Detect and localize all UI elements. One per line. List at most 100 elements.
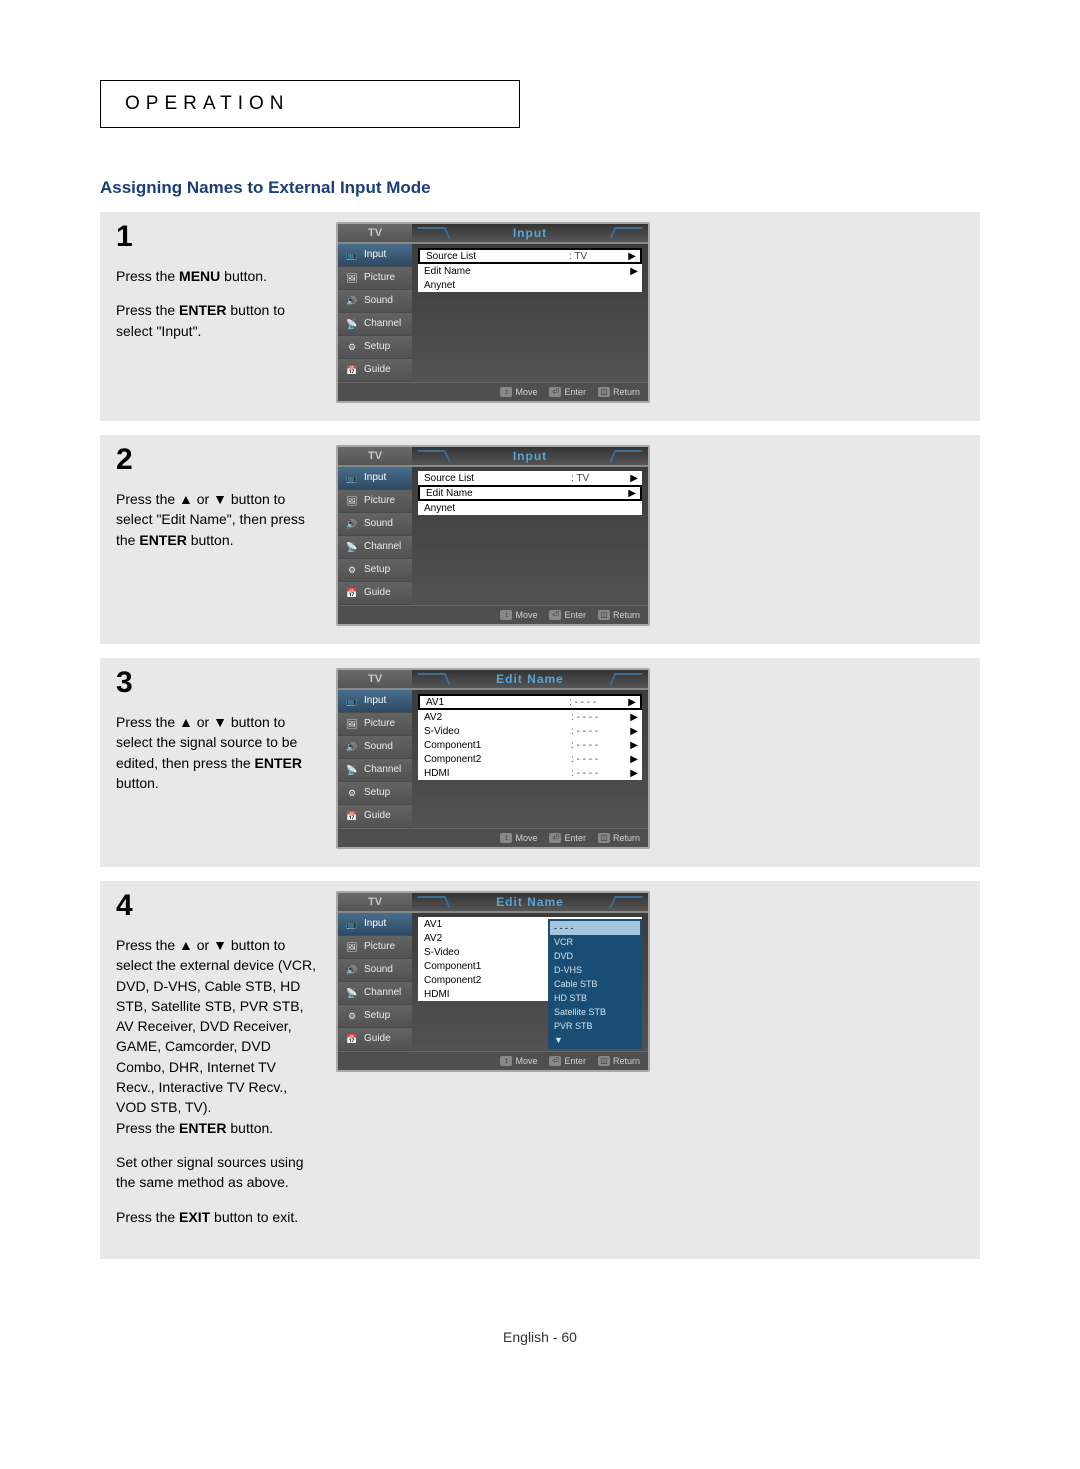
footbar-icon: ◫ [598, 387, 610, 397]
tv-sidebar: 📺Input 🖼Picture 🔊Sound 📡Channel ⚙Setup 📅… [338, 244, 412, 382]
popup-option: Cable STB [550, 977, 640, 991]
footbar-icon: ⏎ [549, 833, 561, 843]
sidebar-item-sound: 🔊Sound [338, 959, 412, 982]
step-block: 1 Press the MENU button.Press the ENTER … [100, 212, 980, 421]
device-popup: - - - -VCRDVDD-VHSCable STBHD STBSatelli… [548, 919, 642, 1049]
tv-osd-screenshot: TV Input 📺Input 🖼Picture 🔊Sound 📡Channel… [336, 222, 650, 403]
step-left: 3 Press the ▲ or ▼ button to select the … [116, 668, 316, 849]
sidebar-item-setup: ⚙Setup [338, 782, 412, 805]
manual-page: OPERATION Assigning Names to External In… [0, 0, 1080, 1385]
step-text: Press the ENTER button to select "Input"… [116, 300, 316, 341]
footbar-icon: ↕ [500, 1056, 512, 1066]
sidebar-item-channel: 📡Channel [338, 313, 412, 336]
footbar-icon: ◫ [598, 1056, 610, 1066]
footbar-icon: ↕ [500, 833, 512, 843]
tv-footbar: ↕Move ⏎Enter ◫Return [338, 605, 648, 624]
sidebar-item-picture: 🖼Picture [338, 267, 412, 290]
operation-header-box: OPERATION [100, 80, 520, 128]
tv-main-pane: Source List: TV▶Edit Name▶Anynet [412, 467, 648, 605]
footbar-icon: ↕ [500, 610, 512, 620]
sidebar-icon: 📺 [344, 247, 360, 263]
tv-footbar: ↕Move⏎Enter◫Return [338, 1051, 648, 1070]
menu-row: S-Video: - - - -▶ [418, 724, 642, 738]
popup-option: Satellite STB [550, 1005, 640, 1019]
sidebar-icon: 📅 [344, 362, 360, 378]
sidebar-item-sound: 🔊Sound [338, 290, 412, 313]
popup-option: - - - - [550, 921, 640, 935]
step-number: 4 [116, 891, 316, 921]
steps-container: 1 Press the MENU button.Press the ENTER … [100, 212, 980, 1259]
tv-menu-title: Input [412, 447, 648, 465]
sidebar-item-input: 📺Input [338, 913, 412, 936]
footbar-item: ↕Move [500, 833, 537, 843]
sidebar-item-input: 📺Input [338, 690, 412, 713]
step-text: Press the EXIT button to exit. [116, 1207, 316, 1227]
sidebar-icon: 📡 [344, 762, 360, 778]
sidebar-icon: 📅 [344, 808, 360, 824]
step-text: Press the ▲ or ▼ button to select "Edit … [116, 489, 316, 550]
sidebar-icon: 📅 [344, 1031, 360, 1047]
sidebar-item-setup: ⚙Setup [338, 1005, 412, 1028]
sidebar-icon: ⚙ [344, 562, 360, 578]
tv-osd-screenshot: TV Input 📺Input 🖼Picture 🔊Sound 📡Channel… [336, 445, 650, 626]
step-number: 1 [116, 222, 316, 252]
sidebar-item-sound: 🔊Sound [338, 513, 412, 536]
step-text: Set other signal sources using the same … [116, 1152, 316, 1193]
tv-menu-title: Edit Name [412, 893, 648, 911]
menu-list: Source List: TV▶Edit Name▶Anynet [418, 248, 642, 292]
sidebar-icon: ⚙ [344, 785, 360, 801]
menu-row-selected: Edit Name▶ [418, 485, 642, 501]
step-right: TV Edit Name 📺Input 🖼Picture 🔊Sound 📡Cha… [336, 891, 650, 1241]
menu-list: AV1: - - - -▶AV2: - - - -▶S-Video: - - -… [418, 694, 642, 780]
sidebar-icon: 📺 [344, 693, 360, 709]
tv-sidebar: 📺Input 🖼Picture 🔊Sound 📡Channel ⚙Setup 📅… [338, 467, 412, 605]
footbar-item: ◫Return [598, 1056, 640, 1066]
footbar-icon: ⏎ [549, 387, 561, 397]
sidebar-icon: ⚙ [344, 339, 360, 355]
tv-osd-screenshot: TV Edit Name 📺Input 🖼Picture 🔊Sound 📡Cha… [336, 891, 650, 1072]
tv-main-pane: AV1:AV2:S-Video:Component1:Component2:HD… [412, 913, 648, 1051]
footbar-item: ◫Return [598, 610, 640, 620]
footbar-item: ⏎Enter [549, 387, 586, 397]
step-block: 4 Press the ▲ or ▼ button to select the … [100, 881, 980, 1259]
menu-row: Source List: TV▶ [418, 471, 642, 485]
menu-list: Source List: TV▶Edit Name▶Anynet [418, 471, 642, 515]
sidebar-item-input: 📺Input [338, 244, 412, 267]
footbar-item: ⏎Enter [549, 610, 586, 620]
footbar-item: ↕Move [500, 610, 537, 620]
sidebar-icon: 📡 [344, 539, 360, 555]
footbar-item: ◫Return [598, 387, 640, 397]
sidebar-item-picture: 🖼Picture [338, 936, 412, 959]
menu-row: Anynet [418, 278, 642, 292]
footbar-icon: ◫ [598, 610, 610, 620]
menu-row-selected: Source List: TV▶ [418, 248, 642, 264]
sidebar-item-setup: ⚙Setup [338, 559, 412, 582]
step-left: 4 Press the ▲ or ▼ button to select the … [116, 891, 316, 1241]
operation-header: OPERATION [125, 93, 290, 114]
sidebar-item-sound: 🔊Sound [338, 736, 412, 759]
footbar-icon: ◫ [598, 833, 610, 843]
sidebar-icon: 📡 [344, 985, 360, 1001]
sidebar-item-input: 📺Input [338, 467, 412, 490]
sidebar-icon: 🔊 [344, 739, 360, 755]
tv-osd-screenshot: TV Edit Name 📺Input 🖼Picture 🔊Sound 📡Cha… [336, 668, 650, 849]
sidebar-item-channel: 📡Channel [338, 536, 412, 559]
tv-menu-title: Edit Name [412, 670, 648, 688]
sidebar-icon: 🔊 [344, 516, 360, 532]
step-left: 2 Press the ▲ or ▼ button to select "Edi… [116, 445, 316, 626]
popup-option: D-VHS [550, 963, 640, 977]
sidebar-item-channel: 📡Channel [338, 759, 412, 782]
popup-option: ▼ [550, 1033, 640, 1047]
footbar-icon: ⏎ [549, 610, 561, 620]
popup-option: HD STB [550, 991, 640, 1005]
popup-option: VCR [550, 935, 640, 949]
footbar-item: ↕Move [500, 1056, 537, 1066]
sidebar-item-guide: 📅Guide [338, 805, 412, 828]
menu-row: Component2: - - - -▶ [418, 752, 642, 766]
step-right: TV Input 📺Input 🖼Picture 🔊Sound 📡Channel… [336, 445, 650, 626]
menu-row: Edit Name▶ [418, 264, 642, 278]
sidebar-item-guide: 📅Guide [338, 359, 412, 382]
menu-row: Anynet [418, 501, 642, 515]
tv-label: TV [338, 670, 412, 688]
tv-label: TV [338, 224, 412, 242]
